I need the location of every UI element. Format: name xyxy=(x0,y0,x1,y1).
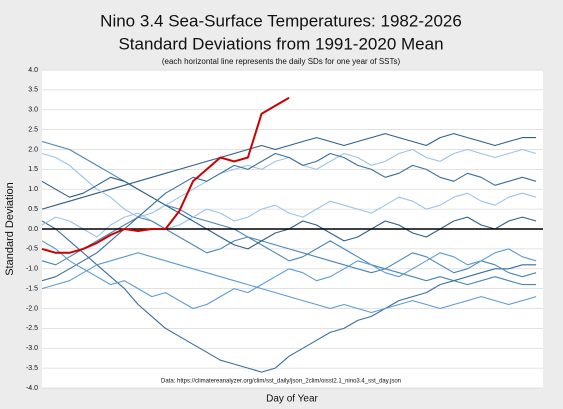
y-tick-label: -1.5 xyxy=(26,285,38,292)
y-tick-label: 2.5 xyxy=(28,126,38,133)
y-tick-label: 3.5 xyxy=(28,87,38,94)
y-tick-label: -3.0 xyxy=(26,345,38,352)
y-tick-label: 2.0 xyxy=(28,146,38,153)
y-tick-label: 0.0 xyxy=(28,226,38,233)
y-tick-label: -3.5 xyxy=(26,365,38,372)
series-line xyxy=(41,133,537,210)
y-tick-label: 1.0 xyxy=(28,186,38,193)
series-line xyxy=(41,220,537,373)
y-tick-label: -2.0 xyxy=(26,305,38,312)
series-line xyxy=(41,192,537,238)
y-tick-label: 0.5 xyxy=(28,206,38,213)
y-tick-label: -4.0 xyxy=(26,385,38,392)
y-tick-label: -2.5 xyxy=(26,325,38,332)
series-line xyxy=(41,240,537,310)
series-line xyxy=(41,252,537,314)
y-tick-label: -0.5 xyxy=(26,246,38,253)
chart-subtitle: Standard Deviations from 1991-2020 Mean xyxy=(118,34,443,53)
x-axis-label: Day of Year xyxy=(266,394,318,405)
chart-title: Nino 3.4 Sea-Surface Temperatures: 1982-… xyxy=(100,11,462,30)
y-tick-label: 3.0 xyxy=(28,107,38,114)
series-line xyxy=(41,96,290,254)
y-tick-label: 1.5 xyxy=(28,166,38,173)
chart-note: (each horizontal line represents the dai… xyxy=(162,57,401,66)
y-tick-label: 4.0 xyxy=(28,67,38,74)
y-tick-label: -1.0 xyxy=(26,266,38,273)
y-axis-label: Standard Deviation xyxy=(4,182,16,276)
source-note: Data: https://climatereanalyzer.org/clim… xyxy=(161,379,401,385)
series-line xyxy=(41,216,537,278)
